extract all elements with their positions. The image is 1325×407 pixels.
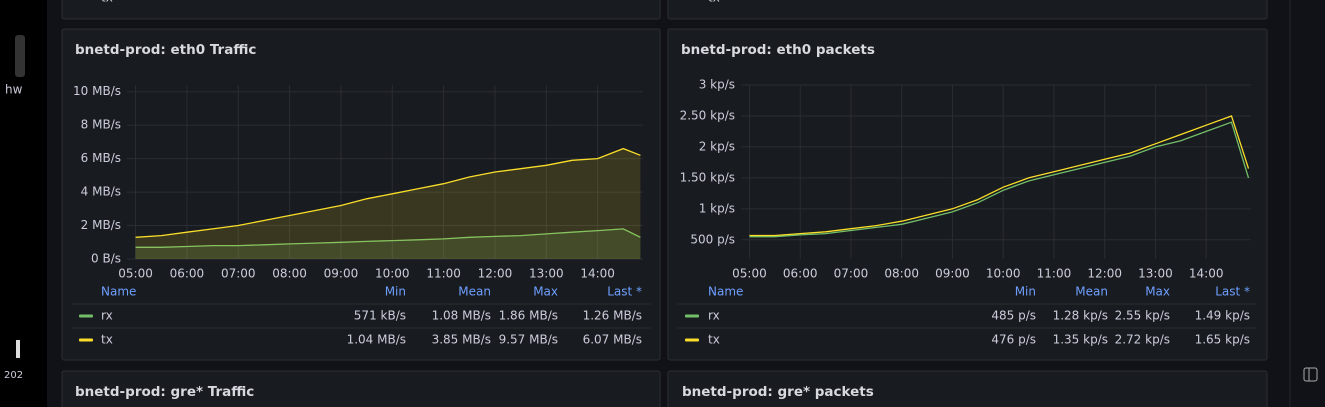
x-tick-label: 07:00 [221, 267, 256, 281]
panel [61, 28, 661, 361]
legend-stat: 9.57 MB/s [499, 333, 558, 347]
area [135, 148, 641, 259]
y-tick-label: 2.50 kp/s [680, 108, 735, 122]
x-tick-label: 09:00 [935, 267, 970, 281]
x-tick-label: 13:00 [529, 267, 564, 281]
legend-name: tx [101, 0, 113, 5]
legend-stat: 1.35 kp/s [1053, 333, 1108, 347]
y-tick-label: 4 MB/s [81, 185, 121, 199]
x-tick-label: 05:00 [118, 267, 153, 281]
legend-stat: 1.04 MB/s [347, 333, 406, 347]
sidebar-item [15, 35, 25, 77]
legend-name: rx [101, 309, 113, 323]
y-tick-label: 8 MB/s [81, 118, 121, 132]
legend-name: tx [708, 333, 720, 347]
legend-swatch [685, 314, 699, 318]
x-tick-label: 09:00 [324, 267, 359, 281]
y-tick-label: 0 B/s [91, 252, 121, 266]
y-tick-label: 500 p/s [690, 232, 735, 246]
y-tick-label: 2 kp/s [699, 139, 735, 153]
panel [667, 28, 1268, 361]
x-tick-label: 06:00 [170, 267, 205, 281]
legend-name: rx [708, 309, 720, 323]
panel-title: bnetd-prod: eth0 packets [681, 42, 875, 58]
panel [667, 0, 1268, 20]
legend-header: Name [708, 285, 743, 299]
line [749, 121, 1250, 238]
x-tick-label: 08:00 [272, 267, 307, 281]
x-tick-label: 12:00 [1087, 267, 1122, 281]
panel [61, 0, 661, 20]
y-tick-label: 1 kp/s [699, 201, 735, 215]
sidebar-text: hw [5, 83, 23, 97]
legend-header: Min [1015, 285, 1036, 299]
legend-stat: 1.08 MB/s [432, 309, 491, 323]
legend-stat: 2.55 kp/s [1115, 309, 1170, 323]
x-tick-label: 14:00 [580, 267, 615, 281]
y-tick-label: 6 MB/s [81, 151, 121, 165]
legend-stat: 1.28 kp/s [1053, 309, 1108, 323]
x-tick-label: 08:00 [884, 267, 919, 281]
legend-swatch [79, 314, 93, 318]
panel-toggle[interactable] [1303, 367, 1318, 382]
legend-header: Last * [607, 285, 642, 299]
sidebar-text: 202 [4, 370, 23, 381]
x-tick-label: 13:00 [1138, 267, 1173, 281]
y-tick-label: 3 kp/s [699, 78, 735, 92]
legend-header: Last * [1215, 285, 1250, 299]
y-tick-label: 2 MB/s [81, 218, 121, 232]
legend-header: Max [1145, 285, 1170, 299]
line [135, 228, 641, 248]
line [135, 147, 641, 238]
x-tick-label: 05:00 [732, 267, 767, 281]
panel-title: bnetd-prod: gre* packets [682, 384, 874, 400]
x-tick-label: 14:00 [1189, 267, 1224, 281]
x-tick-label: 06:00 [783, 267, 818, 281]
legend-stat: 1.26 MB/s [583, 309, 642, 323]
legend-header: Max [533, 285, 558, 299]
legend-header: Name [101, 285, 136, 299]
sidebar-item [16, 340, 20, 358]
y-tick-label: 1.50 kp/s [680, 170, 735, 184]
legend-stat: 476 p/s [991, 333, 1036, 347]
line [749, 115, 1250, 237]
legend-swatch [79, 338, 93, 342]
panel-title: bnetd-prod: gre* Traffic [75, 384, 254, 400]
legend-stat: 6.07 MB/s [583, 333, 642, 347]
x-tick-label: 10:00 [375, 267, 410, 281]
x-tick-label: 12:00 [478, 267, 513, 281]
legend-stat: 571 kB/s [354, 309, 406, 323]
panel-title: bnetd-prod: eth0 Traffic [75, 42, 256, 58]
panel [667, 370, 1268, 407]
legend-name: tx [101, 333, 113, 347]
x-tick-label: 10:00 [986, 267, 1021, 281]
right-rail [1280, 0, 1325, 407]
legend-header: Mean [458, 285, 491, 299]
x-tick-label: 11:00 [426, 267, 461, 281]
legend-stat: 2.72 kp/s [1115, 333, 1170, 347]
x-tick-label: 11:00 [1037, 267, 1072, 281]
legend-stat: 1.49 kp/s [1195, 309, 1250, 323]
legend-name: tx [708, 0, 720, 5]
legend-stat: 485 p/s [991, 309, 1036, 323]
legend-header: Mean [1075, 285, 1108, 299]
panel [61, 370, 661, 407]
legend-stat: 1.86 MB/s [499, 309, 558, 323]
legend-stat: 3.85 MB/s [432, 333, 491, 347]
y-tick-label: 10 MB/s [73, 84, 121, 98]
legend-header: Min [385, 285, 406, 299]
legend-stat: 1.65 kp/s [1195, 333, 1250, 347]
x-tick-label: 07:00 [834, 267, 869, 281]
legend-swatch [685, 338, 699, 342]
